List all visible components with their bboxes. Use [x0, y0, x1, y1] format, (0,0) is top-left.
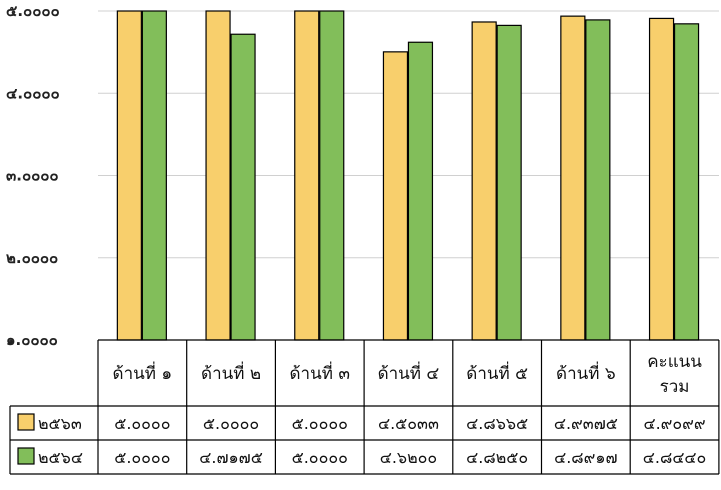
table-value: ๕.๐๐๐๐ [114, 414, 170, 433]
category-label: ด้านที่ ๔ [378, 361, 440, 384]
category-label: ด้านที่ ๕ [466, 361, 528, 384]
bar-2563 [116, 10, 142, 341]
category-label: ด้านที่ ๓ [290, 361, 350, 384]
bar-2564 [141, 10, 167, 341]
legend-key-2564 [17, 447, 35, 465]
category-label: ด้านที่ ๑ [113, 361, 173, 384]
bar-2564 [673, 23, 700, 341]
legend-label: ๒๕๖๓ [38, 414, 82, 433]
table-value: ๔.๗๑๗๕ [199, 448, 263, 467]
bar-2563 [648, 17, 675, 341]
table-value: ๔.๘๖๖๕ [466, 414, 528, 433]
table-value: ๔.๙๓๗๕ [554, 414, 618, 433]
bar-2564 [407, 41, 434, 341]
bar-2564 [496, 24, 522, 341]
table-value: ๔.๖๒๐๐ [380, 448, 437, 467]
table-value: ๔.๘๒๕๐ [466, 448, 528, 467]
legend-key-2563 [17, 413, 35, 431]
bar-2563 [205, 10, 231, 341]
table-value: ๕.๐๐๐๐ [292, 448, 348, 467]
table-value: ๔.๙๐๙๙ [643, 414, 705, 433]
y-tick-label: ๓.๐๐๐๐ [6, 167, 59, 185]
table-value: ๕.๐๐๐๐ [114, 448, 170, 467]
table-value: ๔.๕๐๓๓ [378, 414, 439, 433]
category-label: ด้านที่ ๒ [201, 361, 261, 384]
y-tick-label: ๑.๐๐๐๐ [6, 331, 58, 349]
data-table: ด้านที่ ๑ ด้านที่ ๒ ด้านที่ ๓ ด้านที่ ๔ ด้าน… [9, 339, 720, 475]
bar-2563 [471, 21, 497, 341]
category-label: คะแนน [647, 352, 702, 372]
y-tick-label: ๔.๐๐๐๐ [6, 84, 60, 102]
y-tick-label: ๒.๐๐๐๐ [6, 249, 58, 267]
bar-2563 [560, 15, 586, 341]
legend-label: ๒๕๖๔ [38, 448, 83, 467]
bar-2563 [294, 10, 320, 341]
y-axis-ticks: ๑.๐๐๐๐ ๒.๐๐๐๐ ๓.๐๐๐๐ ๔.๐๐๐๐ ๕.๐๐๐๐ [6, 2, 60, 349]
category-label: รวม [660, 377, 690, 397]
table-value: ๕.๐๐๐๐ [203, 414, 259, 433]
table-value: ๕.๐๐๐๐ [292, 414, 348, 433]
bar-2564 [319, 10, 345, 341]
bar-2564 [585, 19, 611, 341]
bar-2564 [230, 33, 256, 341]
table-value: ๔.๘๙๑๗ [554, 448, 617, 467]
y-tick-label: ๕.๐๐๐๐ [6, 2, 60, 20]
bar-2563 [382, 51, 409, 341]
category-label: ด้านที่ ๖ [556, 361, 616, 384]
table-value: ๔.๘๔๔๐ [643, 448, 707, 467]
